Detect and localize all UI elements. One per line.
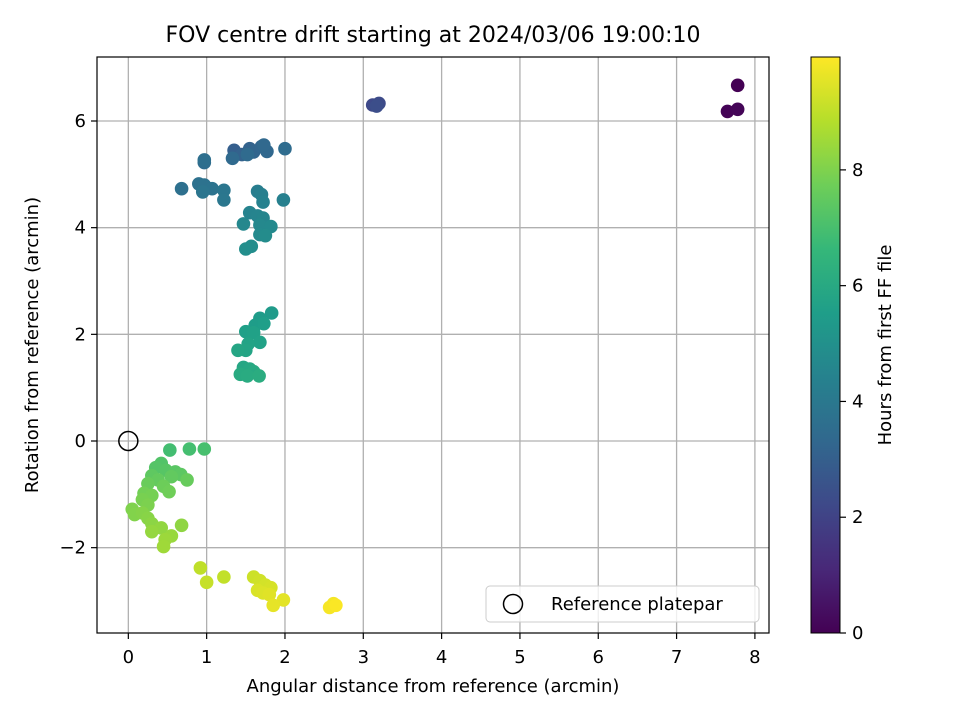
x-tick-label: 7 [671, 647, 682, 668]
data-point [156, 539, 171, 554]
legend-box [485, 585, 760, 623]
data-point [278, 141, 292, 156]
data-point [276, 193, 291, 207]
x-tick-label: 5 [514, 647, 525, 668]
data-point [262, 587, 277, 602]
colorbar-tick-label: 6 [852, 276, 863, 297]
data-point [231, 343, 245, 358]
data-point [369, 99, 384, 113]
colorbar-tick-label: 8 [852, 160, 863, 181]
y-tick-label: 0 [75, 431, 86, 452]
colorbar-ticks: 0 2 4 6 8 [840, 160, 863, 644]
data-point [730, 78, 745, 93]
data-point [329, 598, 343, 613]
y-tick-label: 4 [75, 218, 86, 239]
data-point [199, 575, 214, 590]
colorbar-label: Hours from first FF file [875, 245, 896, 446]
data-point [193, 561, 208, 575]
data-point [225, 151, 240, 166]
data-point [217, 570, 231, 584]
data-point [252, 369, 266, 383]
legend-label-reference: Reference platepar [551, 594, 723, 615]
y-tick-label: 6 [75, 111, 86, 132]
y-tick-label: 2 [75, 324, 86, 345]
colorbar [810, 56, 841, 634]
legend-marker-reference [502, 593, 524, 615]
data-point [240, 147, 255, 162]
data-point [217, 193, 231, 207]
data-point [266, 598, 281, 613]
reference-marker-layer [118, 430, 139, 452]
data-point [164, 469, 179, 484]
data-point [276, 593, 291, 607]
x-axis-ticks: 0 1 2 3 4 5 6 7 8 [123, 633, 761, 668]
chart-title: FOV centre drift starting at 2024/03/06 … [166, 23, 701, 48]
y-axis-label: Rotation from reference (arcmin) [22, 197, 43, 493]
data-point [253, 335, 267, 350]
data-point [257, 138, 271, 152]
x-tick-label: 6 [593, 647, 604, 668]
x-tick-label: 1 [201, 647, 212, 668]
reference-platepar-marker [118, 430, 139, 452]
data-point [236, 217, 251, 231]
x-tick-label: 8 [749, 647, 760, 668]
data-point [182, 442, 197, 456]
data-point [258, 228, 273, 243]
y-axis-ticks: −2 0 2 4 6 [59, 111, 97, 559]
x-axis-label: Angular distance from reference (arcmin) [247, 676, 620, 697]
data-point [174, 181, 189, 196]
data-point [217, 183, 231, 198]
data-points [125, 78, 745, 615]
data-point [720, 104, 735, 119]
data-point [162, 484, 176, 499]
data-point [239, 242, 253, 256]
data-point [240, 369, 255, 383]
x-tick-label: 3 [358, 647, 369, 668]
data-point [174, 518, 189, 533]
data-point [163, 443, 177, 457]
data-point [246, 325, 261, 340]
x-tick-label: 0 [123, 647, 134, 668]
data-point [253, 218, 267, 232]
plot-area [96, 56, 770, 634]
data-point [180, 473, 194, 487]
data-point [145, 524, 159, 539]
colorbar-tick-label: 4 [852, 391, 863, 412]
data-point [257, 316, 271, 331]
x-tick-label: 4 [436, 647, 447, 668]
data-point [256, 195, 270, 209]
data-point [264, 306, 279, 320]
data-point [195, 185, 210, 199]
data-point [197, 153, 212, 167]
colorbar-tick-label: 0 [852, 623, 863, 644]
data-point [197, 442, 212, 456]
y-tick-label: −2 [59, 538, 86, 559]
data-point [730, 102, 745, 117]
x-tick-label: 2 [279, 647, 290, 668]
colorbar-tick-label: 2 [852, 507, 863, 528]
legend: Reference platepar [485, 585, 760, 623]
